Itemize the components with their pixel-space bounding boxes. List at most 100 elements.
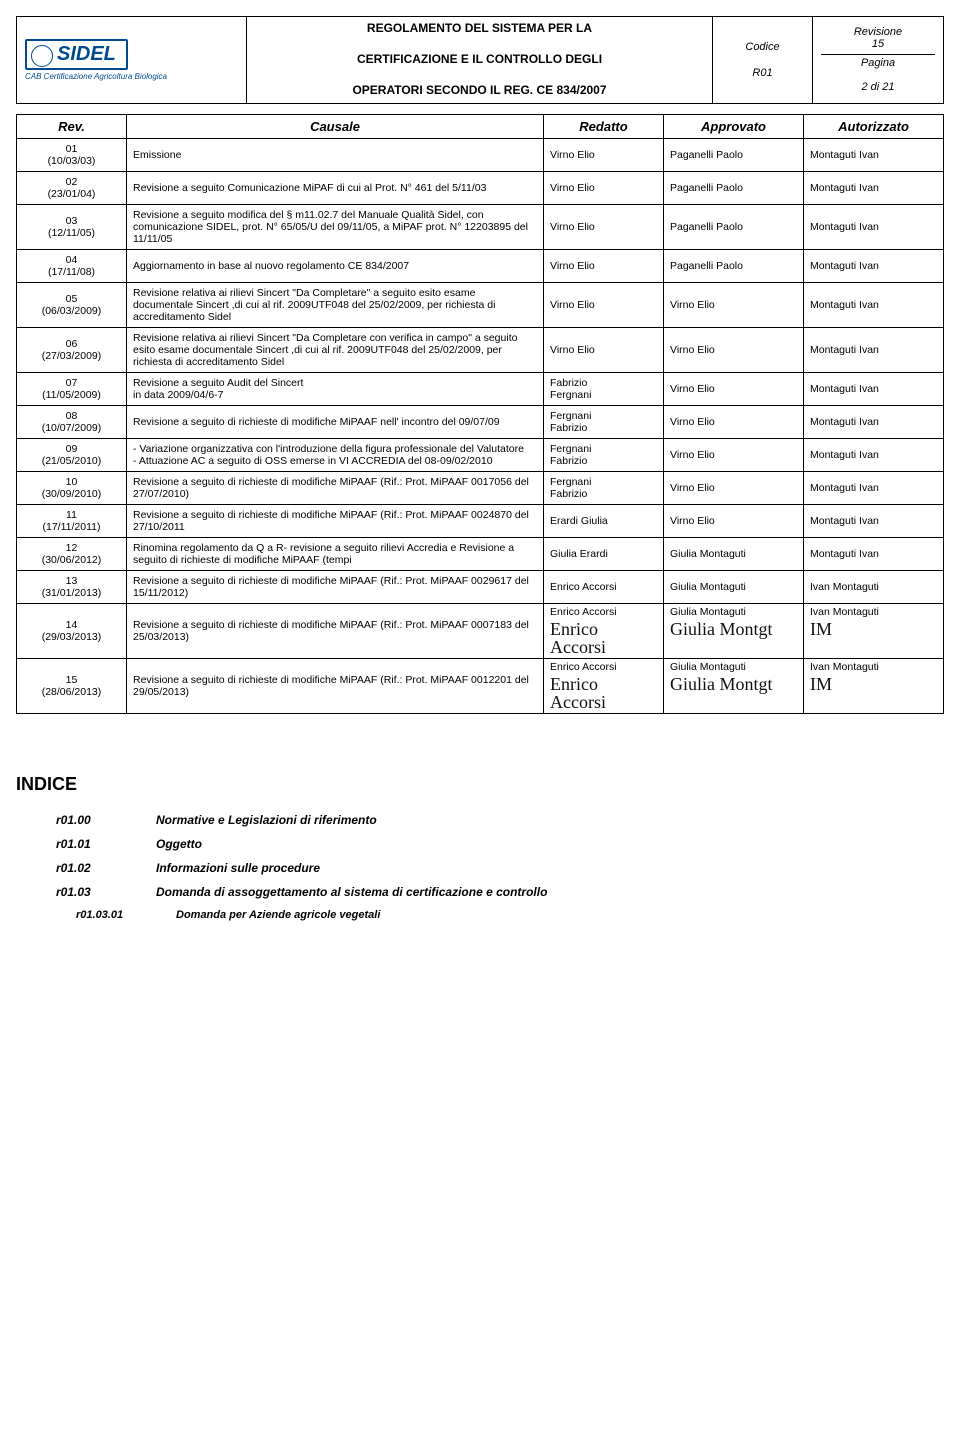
cell-rev: 06(27/03/2009) — [17, 327, 127, 372]
title-line1: REGOLAMENTO DEL SISTEMA PER LA — [367, 21, 592, 37]
cell-rev: 03(12/11/05) — [17, 204, 127, 249]
cell-rev: 12(30/06/2012) — [17, 537, 127, 570]
cell-redatto: FergnaniFabrizio — [544, 438, 664, 471]
cell-causale: Aggiornamento in base al nuovo regolamen… — [127, 249, 544, 282]
cell-rev: 01(10/03/03) — [17, 138, 127, 171]
pagina-label: Pagina — [861, 57, 895, 69]
cell-redatto: Enrico AccorsiEnrico Accorsi — [544, 603, 664, 658]
cell-causale: Revisione a seguito di richieste di modi… — [127, 405, 544, 438]
cell-rev: 14(29/03/2013) — [17, 603, 127, 658]
cell-redatto: Giulia Erardi — [544, 537, 664, 570]
indice-code: r01.00 — [56, 813, 156, 827]
cell-approvato: Giulia Montaguti — [664, 570, 804, 603]
pagina-value: 2 di 21 — [861, 81, 894, 93]
cell-approvato: Virno Elio — [664, 405, 804, 438]
indice-label: Oggetto — [156, 837, 202, 851]
th-approvato: Approvato — [664, 114, 804, 138]
cell-approvato: Paganelli Paolo — [664, 138, 804, 171]
table-row: 08(10/07/2009)Revisione a seguito di ric… — [17, 405, 944, 438]
indice-code: r01.03 — [56, 885, 156, 899]
cell-causale: Revisione a seguito di richieste di modi… — [127, 658, 544, 713]
cell-redatto: Erardi Giulia — [544, 504, 664, 537]
cell-causale: - Variazione organizzativa con l'introdu… — [127, 438, 544, 471]
codice-cell: Codice R01 — [713, 17, 813, 103]
cell-approvato: Giulia MontagutiGiulia Montgt — [664, 603, 804, 658]
page-header: SIDEL CAB Certificazione Agricoltura Bio… — [16, 16, 944, 104]
th-redatto: Redatto — [544, 114, 664, 138]
table-row: 14(29/03/2013)Revisione a seguito di ric… — [17, 603, 944, 658]
cell-causale: Revisione relativa ai rilievi Sincert "D… — [127, 282, 544, 327]
indice-label: Domanda di assoggettamento al sistema di… — [156, 885, 547, 899]
cell-rev: 07(11/05/2009) — [17, 372, 127, 405]
table-row: 07(11/05/2009)Revisione a seguito Audit … — [17, 372, 944, 405]
cell-approvato: Virno Elio — [664, 504, 804, 537]
cell-approvato: Paganelli Paolo — [664, 204, 804, 249]
cell-rev: 05(06/03/2009) — [17, 282, 127, 327]
cell-causale: Revisione a seguito di richieste di modi… — [127, 570, 544, 603]
cell-redatto: Virno Elio — [544, 282, 664, 327]
table-row: 04(17/11/08)Aggiornamento in base al nuo… — [17, 249, 944, 282]
cell-approvato: Paganelli Paolo — [664, 249, 804, 282]
table-row: 06(27/03/2009)Revisione relativa ai rili… — [17, 327, 944, 372]
cell-causale: Revisione a seguito Comunicazione MiPAF … — [127, 171, 544, 204]
cell-redatto: Virno Elio — [544, 171, 664, 204]
cell-causale: Revisione a seguito Audit del Sincertin … — [127, 372, 544, 405]
cell-causale: Revisione a seguito di richieste di modi… — [127, 504, 544, 537]
cell-autorizzato: Montaguti Ivan — [804, 204, 944, 249]
indice-code: r01.02 — [56, 861, 156, 875]
cell-rev: 11(17/11/2011) — [17, 504, 127, 537]
cell-approvato: Paganelli Paolo — [664, 171, 804, 204]
indice-section: INDICE r01.00Normative e Legislazioni di… — [16, 774, 944, 921]
doc-title: REGOLAMENTO DEL SISTEMA PER LA CERTIFICA… — [247, 17, 713, 103]
table-row: 01(10/03/03)EmissioneVirno ElioPaganelli… — [17, 138, 944, 171]
revision-cell: Revisione 15 Pagina 2 di 21 — [813, 17, 943, 103]
cell-autorizzato: Montaguti Ivan — [804, 138, 944, 171]
indice-row: r01.03Domanda di assoggettamento al sist… — [56, 885, 944, 899]
cell-rev: 13(31/01/2013) — [17, 570, 127, 603]
cell-causale: Emissione — [127, 138, 544, 171]
cell-rev: 04(17/11/08) — [17, 249, 127, 282]
indice-heading: INDICE — [16, 774, 944, 795]
logo-box: SIDEL — [25, 39, 128, 70]
cell-rev: 10(30/09/2010) — [17, 471, 127, 504]
table-row: 03(12/11/05)Revisione a seguito modifica… — [17, 204, 944, 249]
codice-label: Codice — [745, 41, 779, 53]
table-row: 11(17/11/2011)Revisione a seguito di ric… — [17, 504, 944, 537]
indice-label: Informazioni sulle procedure — [156, 861, 320, 875]
th-autorizzato: Autorizzato — [804, 114, 944, 138]
cell-causale: Revisione a seguito modifica del § m11.0… — [127, 204, 544, 249]
cell-autorizzato: Montaguti Ivan — [804, 405, 944, 438]
cell-redatto: Virno Elio — [544, 138, 664, 171]
cell-autorizzato: Montaguti Ivan — [804, 372, 944, 405]
cell-autorizzato: Montaguti Ivan — [804, 249, 944, 282]
cell-approvato: Virno Elio — [664, 372, 804, 405]
codice-value: R01 — [752, 67, 772, 79]
revisione-label: Revisione — [854, 26, 902, 38]
cell-rev: 08(10/07/2009) — [17, 405, 127, 438]
table-row: 05(06/03/2009)Revisione relativa ai rili… — [17, 282, 944, 327]
cell-redatto: Virno Elio — [544, 327, 664, 372]
indice-row: r01.01Oggetto — [56, 837, 944, 851]
cell-autorizzato: Ivan MontagutiIM — [804, 603, 944, 658]
cell-autorizzato: Montaguti Ivan — [804, 471, 944, 504]
cell-autorizzato: Montaguti Ivan — [804, 504, 944, 537]
cell-autorizzato: Montaguti Ivan — [804, 282, 944, 327]
indice-code: r01.01 — [56, 837, 156, 851]
table-row: 02(23/01/04)Revisione a seguito Comunica… — [17, 171, 944, 204]
cell-approvato: Virno Elio — [664, 471, 804, 504]
title-line2: CERTIFICAZIONE E IL CONTROLLO DEGLI — [357, 52, 602, 68]
cell-redatto: FergnaniFabrizio — [544, 471, 664, 504]
cell-autorizzato: Montaguti Ivan — [804, 438, 944, 471]
cell-autorizzato: Ivan MontagutiIM — [804, 658, 944, 713]
table-row: 12(30/06/2012)Rinomina regolamento da Q … — [17, 537, 944, 570]
logo-cell: SIDEL CAB Certificazione Agricoltura Bio… — [17, 17, 247, 103]
indice-label: Normative e Legislazioni di riferimento — [156, 813, 377, 827]
cell-causale: Revisione relativa ai rilievi Sincert "D… — [127, 327, 544, 372]
cell-approvato: Virno Elio — [664, 282, 804, 327]
cell-redatto: Virno Elio — [544, 204, 664, 249]
cell-redatto: FabrizioFergnani — [544, 372, 664, 405]
indice-row: r01.00Normative e Legislazioni di riferi… — [56, 813, 944, 827]
title-line3: OPERATORI SECONDO IL REG. CE 834/2007 — [352, 83, 606, 99]
cell-autorizzato: Montaguti Ivan — [804, 171, 944, 204]
table-row: 13(31/01/2013)Revisione a seguito di ric… — [17, 570, 944, 603]
